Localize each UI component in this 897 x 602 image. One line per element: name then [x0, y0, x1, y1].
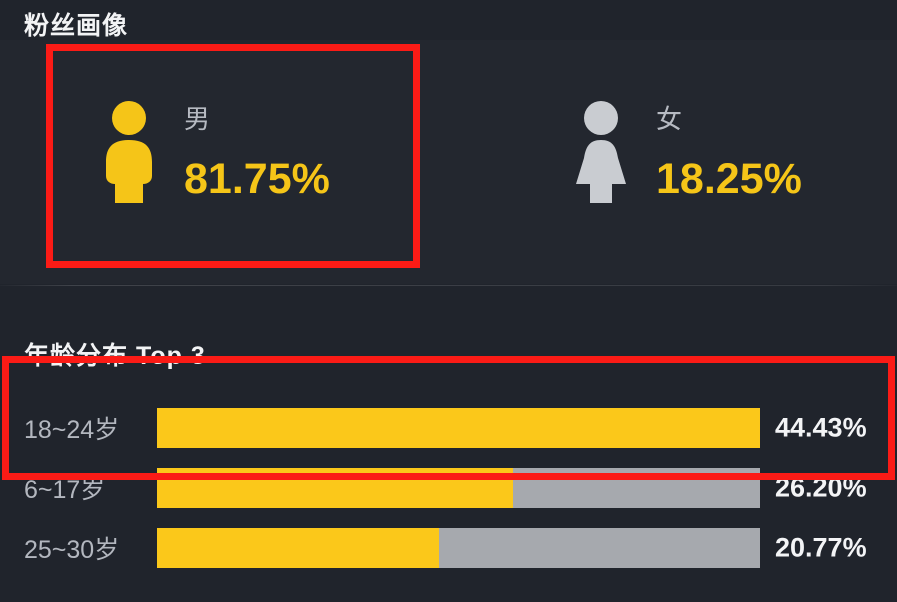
age-percent-value: 44.43%: [775, 412, 867, 443]
female-label: 女: [656, 104, 684, 134]
age-range-label: 25~30岁: [24, 536, 120, 564]
female-percent-value: 18.25%: [656, 155, 802, 203]
age-percent-value: 26.20%: [775, 472, 867, 503]
female-person-icon: [576, 101, 626, 203]
male-label: 男: [184, 104, 212, 134]
male-person-icon: [106, 101, 152, 203]
gender-stat-male[interactable]: 男 81.75%: [100, 100, 330, 205]
age-range-label: 6~17岁: [24, 476, 106, 504]
age-bar-fill: [157, 468, 513, 508]
age-bar-track: [157, 408, 760, 448]
age-percent-value: 20.77%: [775, 532, 867, 563]
male-text-block: 男 81.75%: [184, 100, 330, 201]
section-divider: [0, 285, 897, 286]
age-bar-fill: [157, 408, 760, 448]
age-bar-track: [157, 468, 760, 508]
gender-panel: 男 81.75% 女 18.25%: [0, 40, 897, 284]
age-section-title: 年龄分布 Top 3: [24, 342, 206, 370]
age-bar-fill: [157, 528, 439, 568]
age-distribution-list: 18~24岁 44.43% 6~17岁 26.20% 25~30岁 20.77%: [0, 398, 897, 578]
page-title: 粉丝画像: [24, 12, 129, 40]
age-row[interactable]: 6~17岁 26.20%: [0, 458, 897, 518]
age-range-label: 18~24岁: [24, 416, 120, 444]
age-row[interactable]: 18~24岁 44.43%: [0, 398, 897, 458]
male-percent-value: 81.75%: [184, 155, 330, 203]
female-text-block: 女 18.25%: [656, 100, 802, 201]
gender-stat-female[interactable]: 女 18.25%: [572, 100, 802, 205]
age-bar-track: [157, 528, 760, 568]
age-row[interactable]: 25~30岁 20.77%: [0, 518, 897, 578]
